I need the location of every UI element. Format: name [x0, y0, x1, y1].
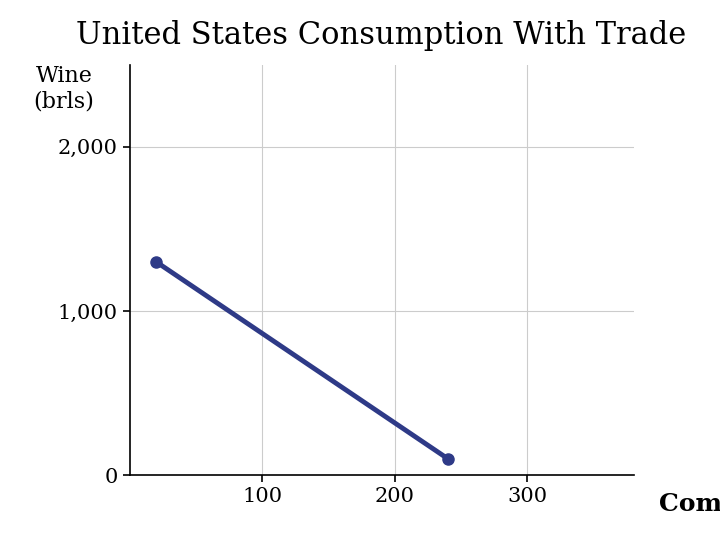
Text: Wine
(brls): Wine (brls): [34, 65, 94, 112]
Text: Computers: Computers: [659, 492, 720, 516]
Title: United States Consumption With Trade: United States Consumption With Trade: [76, 20, 687, 51]
